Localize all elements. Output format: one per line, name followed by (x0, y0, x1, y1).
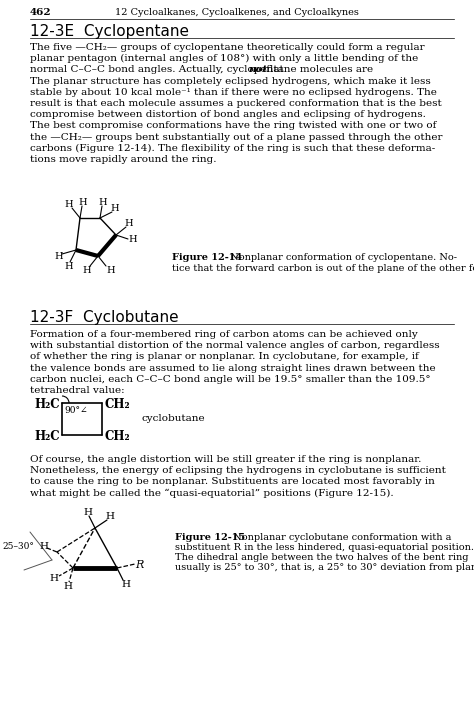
Text: Figure 12-15: Figure 12-15 (175, 533, 245, 542)
Text: 12-3E  Cyclopentane: 12-3E Cyclopentane (30, 24, 189, 39)
Text: H: H (110, 204, 118, 213)
Text: H: H (54, 252, 63, 261)
Text: to cause the ring to be nonplanar. Substituents are located most favorably in: to cause the ring to be nonplanar. Subst… (30, 477, 435, 486)
Text: usually is 25° to 30°, that is, a 25° to 30° deviation from planarity.: usually is 25° to 30°, that is, a 25° to… (175, 563, 474, 572)
Text: H: H (83, 508, 92, 517)
Text: R: R (135, 560, 143, 570)
Text: H: H (39, 542, 48, 551)
Text: CH₂: CH₂ (105, 430, 131, 443)
Text: the valence bonds are assumed to lie along straight lines drawn between the: the valence bonds are assumed to lie alo… (30, 364, 436, 372)
Text: H₂C: H₂C (34, 398, 60, 411)
Text: what might be called the “quasi-equatorial” positions (Figure 12-15).: what might be called the “quasi-equatori… (30, 489, 393, 498)
Text: tions move rapidly around the ring.: tions move rapidly around the ring. (30, 155, 217, 164)
Text: with substantial distortion of the normal valence angles of carbon, regardless: with substantial distortion of the norma… (30, 341, 439, 350)
Text: 462: 462 (30, 8, 52, 17)
Text: Nonplanar cyclobutane conformation with a: Nonplanar cyclobutane conformation with … (227, 533, 451, 542)
Text: cyclobutane: cyclobutane (142, 414, 206, 423)
Text: The five —CH₂— groups of cyclopentane theoretically could form a regular: The five —CH₂— groups of cyclopentane th… (30, 43, 425, 52)
Text: 12 Cycloalkanes, Cycloalkenes, and Cycloalkynes: 12 Cycloalkanes, Cycloalkenes, and Cyclo… (115, 8, 359, 17)
Text: Nonetheless, the energy of eclipsing the hydrogens in cyclobutane is sufficient: Nonetheless, the energy of eclipsing the… (30, 466, 446, 475)
Text: H: H (98, 198, 107, 207)
Text: 12-3F  Cyclobutane: 12-3F Cyclobutane (30, 310, 179, 325)
Text: Of course, the angle distortion will be still greater if the ring is nonplanar.: Of course, the angle distortion will be … (30, 455, 421, 464)
Text: planar pentagon (internal angles of 108°) with only a little bending of the: planar pentagon (internal angles of 108°… (30, 55, 418, 63)
Text: tetrahedral value:: tetrahedral value: (30, 386, 125, 395)
Text: 90°∠: 90°∠ (64, 406, 88, 415)
Text: 25–30°: 25–30° (2, 542, 34, 551)
Text: H: H (64, 262, 73, 271)
Text: H: H (121, 580, 130, 589)
Text: The best compromise conformations have the ring twisted with one or two of: The best compromise conformations have t… (30, 121, 437, 130)
Text: normal C–C–C bond angles. Actually, cyclopentane molecules are: normal C–C–C bond angles. Actually, cycl… (30, 65, 376, 74)
Text: compromise between distortion of bond angles and eclipsing of hydrogens.: compromise between distortion of bond an… (30, 110, 426, 119)
Text: H: H (64, 200, 73, 209)
Text: Figure 12-14: Figure 12-14 (172, 253, 242, 262)
Text: The planar structure has completely eclipsed hydrogens, which make it less: The planar structure has completely ecli… (30, 76, 431, 86)
Text: The dihedral angle between the two halves of the bent ring: The dihedral angle between the two halve… (175, 553, 468, 562)
Text: result is that each molecule assumes a puckered conformation that is the best: result is that each molecule assumes a p… (30, 99, 442, 108)
Text: carbons (Figure 12-14). The flexibility of the ring is such that these deforma-: carbons (Figure 12-14). The flexibility … (30, 144, 435, 153)
Text: H: H (63, 582, 72, 591)
Text: flat.: flat. (263, 65, 287, 74)
Text: carbon nuclei, each C–C–C bond angle will be 19.5° smaller than the 109.5°: carbon nuclei, each C–C–C bond angle wil… (30, 375, 430, 384)
Text: of whether the ring is planar or nonplanar. In cyclobutane, for example, if: of whether the ring is planar or nonplan… (30, 353, 419, 361)
Text: tice that the forward carbon is out of the plane of the other four.: tice that the forward carbon is out of t… (172, 264, 474, 273)
Text: H: H (106, 266, 115, 275)
Text: H: H (78, 198, 87, 207)
Text: H: H (124, 219, 133, 228)
Text: not: not (248, 65, 268, 74)
Text: H: H (82, 266, 91, 275)
Text: the —CH₂— groups bent substantially out of a plane passed through the other: the —CH₂— groups bent substantially out … (30, 132, 443, 142)
Text: CH₂: CH₂ (105, 398, 131, 411)
Text: Nonplanar conformation of cyclopentane. No-: Nonplanar conformation of cyclopentane. … (224, 253, 457, 262)
Text: H: H (49, 574, 58, 583)
Text: substituent R in the less hindered, quasi-equatorial position.: substituent R in the less hindered, quas… (175, 543, 474, 552)
Text: Formation of a four-membered ring of carbon atoms can be achieved only: Formation of a four-membered ring of car… (30, 330, 418, 339)
Text: H₂C: H₂C (34, 430, 60, 443)
Text: stable by about 10 kcal mole⁻¹ than if there were no eclipsed hydrogens. The: stable by about 10 kcal mole⁻¹ than if t… (30, 88, 437, 97)
Text: H: H (105, 512, 114, 521)
Text: H: H (128, 235, 137, 244)
